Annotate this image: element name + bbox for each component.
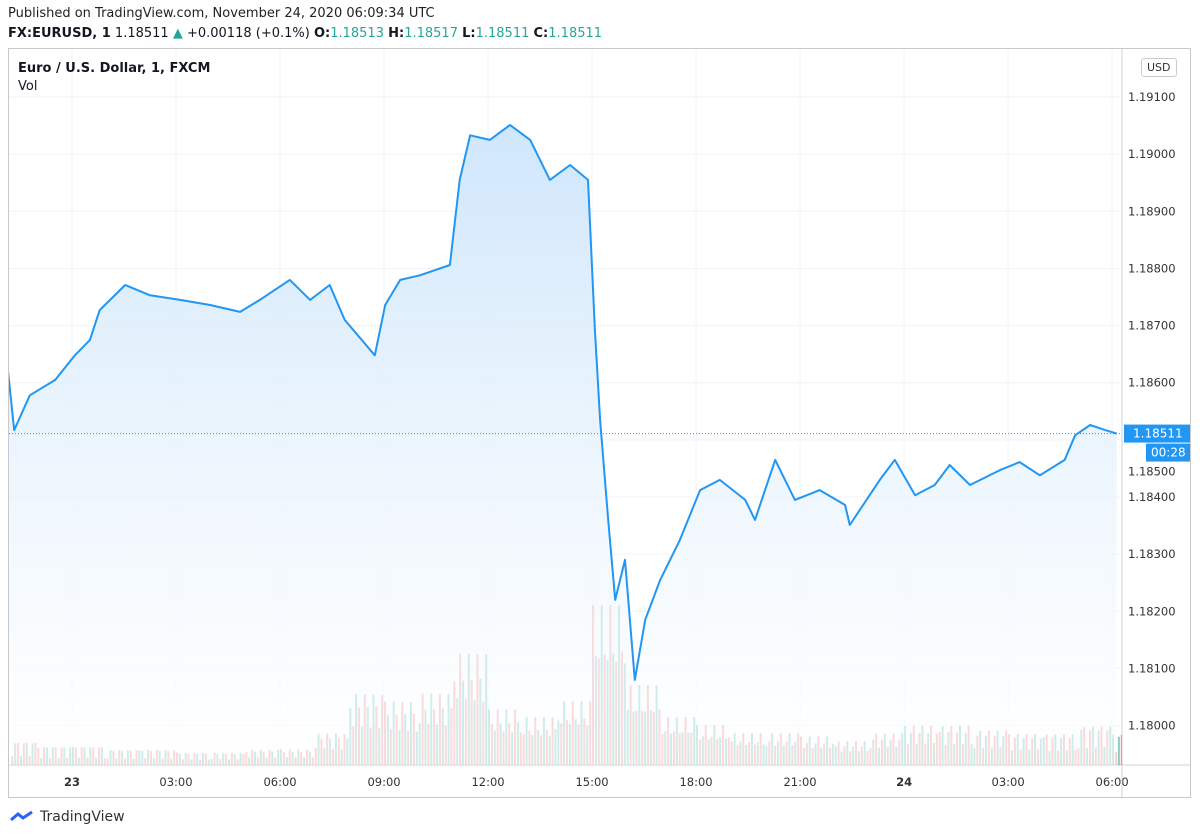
price-line xyxy=(9,124,1117,681)
countdown-label: 00:28 xyxy=(1151,446,1186,460)
y-tick-label: 1.18000 xyxy=(1128,719,1176,733)
currency-button[interactable]: USD xyxy=(1141,58,1177,77)
y-tick-label: 1.18200 xyxy=(1128,604,1176,618)
x-tick-label: 23 xyxy=(64,775,80,789)
brand-name: TradingView xyxy=(40,809,125,825)
high-value: 1.18517 xyxy=(404,26,458,41)
tradingview-logo[interactable]: TradingView xyxy=(10,809,125,825)
y-tick-label: 1.18400 xyxy=(1128,490,1176,504)
chart-legend: Euro / U.S. Dollar, 1, FXCM Vol xyxy=(18,60,210,96)
y-tick-label: 1.19000 xyxy=(1128,147,1176,161)
series-title: Euro / U.S. Dollar, 1, FXCM xyxy=(18,61,211,76)
x-tick-label: 24 xyxy=(896,775,912,789)
tradingview-logo-icon xyxy=(10,810,33,822)
current-price-tag xyxy=(1124,424,1190,443)
last-price: 1.18511 xyxy=(114,26,169,41)
y-tick-label: 1.18800 xyxy=(1128,261,1176,275)
x-tick-label: 12:00 xyxy=(471,775,504,789)
low-label: L: xyxy=(462,26,476,41)
y-tick-label: 1.19100 xyxy=(1128,90,1176,104)
open-value: 1.18513 xyxy=(330,26,384,41)
y-tick-label: 1.18900 xyxy=(1128,204,1176,218)
volume-bar xyxy=(1120,734,1122,765)
x-tick-label: 06:00 xyxy=(1096,775,1129,789)
x-tick-label: 03:00 xyxy=(992,775,1025,789)
up-arrow-icon: ▲ xyxy=(172,26,183,41)
x-tick-label: 21:00 xyxy=(783,775,816,789)
price-change: +0.00118 (+0.1%) xyxy=(186,26,310,41)
countdown-tag xyxy=(1146,443,1190,462)
current-price-label: 1.18511 xyxy=(1133,427,1183,441)
published-note: Published on TradingView.com, November 2… xyxy=(8,6,435,21)
x-tick-label: 18:00 xyxy=(679,775,712,789)
y-tick-label: 1.18700 xyxy=(1128,319,1176,333)
close-label: C: xyxy=(533,26,549,41)
x-tick-label: 15:00 xyxy=(575,775,608,789)
volume-label: Vol xyxy=(18,79,38,94)
chart-frame xyxy=(8,48,1191,798)
x-tick-label: 03:00 xyxy=(159,775,192,789)
y-tick-label: 1.18100 xyxy=(1128,661,1176,675)
y-tick-label: 1.18600 xyxy=(1128,376,1176,390)
close-value: 1.18511 xyxy=(548,26,603,41)
symbol-bar: FX:EURUSD, 1 1.18511 ▲ +0.00118 (+0.1%) … xyxy=(8,26,602,41)
volume-bar xyxy=(1117,736,1120,765)
low-value: 1.18511 xyxy=(475,26,530,41)
x-tick-label: 09:00 xyxy=(367,775,400,789)
x-tick-label: 06:00 xyxy=(263,775,296,789)
high-label: H: xyxy=(388,26,405,41)
price-area xyxy=(9,125,1117,765)
symbol: FX:EURUSD, 1 xyxy=(8,26,111,41)
y-tick-label: 1.18500 xyxy=(1128,465,1176,479)
open-label: O: xyxy=(313,26,331,41)
y-tick-label: 1.18300 xyxy=(1128,547,1176,561)
